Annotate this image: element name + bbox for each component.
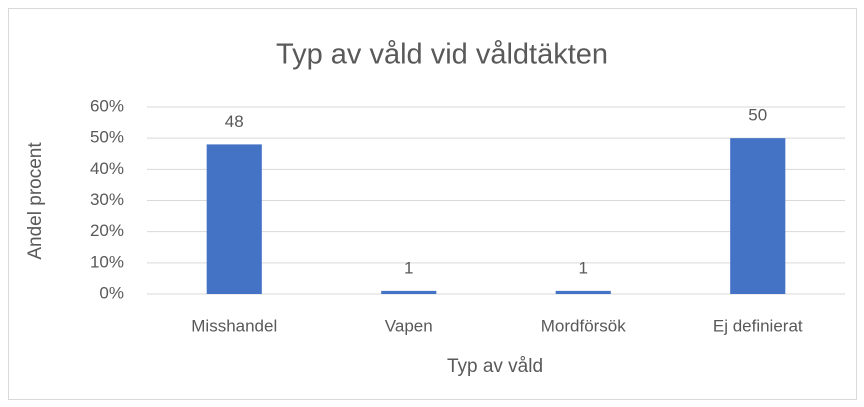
bar xyxy=(206,144,262,294)
y-axis-title: Andel procent xyxy=(25,142,46,260)
y-tick-label: 30% xyxy=(90,190,124,209)
data-label: 1 xyxy=(404,258,413,277)
x-tick-label: Mordförsök xyxy=(541,316,627,335)
y-tick-label: 0% xyxy=(99,283,124,302)
x-tick-label: Misshandel xyxy=(191,316,277,335)
y-tick-label: 20% xyxy=(90,221,124,240)
y-tick-label: 10% xyxy=(90,252,124,271)
data-label: 48 xyxy=(225,112,244,131)
y-tick-label: 50% xyxy=(90,128,124,147)
chart-title: Typ av våld vid våldtäkten xyxy=(276,39,608,71)
bar xyxy=(730,138,786,294)
data-label: 50 xyxy=(748,106,767,125)
y-tick-label: 60% xyxy=(90,96,124,115)
y-tick-label: 40% xyxy=(90,159,124,178)
x-axis-title: Typ av våld xyxy=(447,356,543,377)
bar xyxy=(381,290,437,294)
x-tick-label: Vapen xyxy=(385,316,433,335)
bar xyxy=(555,290,611,294)
x-tick-label: Ej definierat xyxy=(713,316,803,335)
chart-frame xyxy=(8,8,857,400)
data-label: 1 xyxy=(579,258,588,277)
